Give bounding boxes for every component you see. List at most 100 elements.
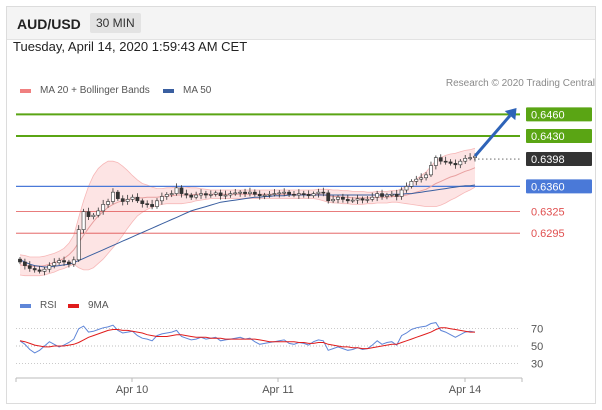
candle-body	[365, 199, 370, 201]
legend-bollinger-label: MA 20 + Bollinger Bands	[40, 85, 150, 96]
candle-body	[218, 192, 223, 197]
candle	[179, 185, 184, 198]
x-tick-label: Apr 10	[116, 384, 148, 396]
level-box-0.6460	[526, 107, 592, 122]
projection-arrowhead	[504, 108, 517, 121]
candle-body	[336, 196, 340, 200]
candle-body	[189, 194, 194, 198]
rsi-grid: 70 50 30	[16, 324, 543, 370]
candle	[355, 194, 360, 204]
candle	[321, 187, 326, 197]
legend-bollinger: MA 20 + Bollinger Bands	[20, 85, 150, 96]
candle	[341, 193, 345, 203]
x-tick-label: Apr 14	[449, 384, 481, 396]
candle	[62, 256, 66, 266]
candle-body	[106, 201, 110, 205]
candle	[257, 190, 262, 200]
candle-body	[71, 259, 76, 265]
candle	[96, 207, 101, 218]
candle	[76, 225, 81, 262]
ma50-line	[19, 184, 476, 268]
candle-body	[101, 204, 106, 212]
candle	[438, 154, 443, 165]
candle	[120, 195, 125, 206]
candle-body	[438, 157, 443, 162]
candle-body	[91, 214, 96, 217]
candle	[22, 258, 27, 270]
candle-body	[76, 229, 81, 261]
timeframe-badge[interactable]: 30 MIN	[90, 13, 141, 33]
candle	[409, 179, 414, 189]
candle-body	[86, 211, 91, 217]
candle	[394, 189, 399, 201]
candle-body	[453, 163, 458, 166]
candle-body	[140, 200, 145, 204]
candle	[453, 159, 458, 169]
candle-body	[184, 193, 189, 196]
candle	[228, 190, 233, 198]
level-box-0.6398	[526, 152, 592, 167]
candle	[311, 191, 316, 198]
level-label-0.6460: 0.6460	[531, 109, 565, 121]
candle	[433, 155, 438, 170]
candle	[115, 190, 120, 201]
legend-rsi: RSI	[20, 300, 57, 311]
candle-body	[159, 196, 164, 202]
candle	[86, 207, 91, 220]
candle-body	[419, 177, 424, 180]
candle-body	[301, 193, 306, 195]
candle	[316, 188, 321, 198]
candlesticks	[18, 153, 477, 276]
candle-body	[257, 194, 262, 197]
candle-body	[375, 193, 380, 198]
candle	[282, 188, 287, 197]
candle	[18, 256, 22, 265]
candle-body	[120, 198, 125, 202]
projection-line	[473, 114, 512, 158]
candle-body	[424, 174, 428, 179]
candle-body	[164, 194, 169, 197]
candle	[345, 194, 350, 204]
candle-body	[385, 194, 389, 197]
candle-body	[277, 192, 282, 195]
moving-averages	[19, 167, 476, 268]
candle-body	[360, 198, 365, 201]
candle-body	[169, 193, 174, 195]
candle	[296, 189, 301, 199]
candle	[233, 188, 238, 196]
candle-body	[296, 193, 301, 196]
candle-body	[292, 194, 296, 196]
candle-body	[463, 158, 468, 162]
candle-body	[355, 198, 360, 201]
candle	[277, 190, 282, 198]
legend-rsi9: 9MA	[68, 300, 109, 311]
rsi-lines	[19, 322, 476, 354]
rsi-tick-70: 70	[531, 324, 543, 336]
candle-body	[404, 186, 409, 191]
candle	[71, 256, 76, 267]
candle-body	[228, 193, 233, 196]
candle	[463, 155, 468, 164]
candle-body	[208, 194, 213, 196]
candle	[424, 172, 428, 181]
candle-body	[282, 191, 287, 194]
candle-body	[238, 191, 243, 194]
rsi-series-9MA	[19, 327, 475, 350]
candle	[37, 266, 42, 274]
candle	[404, 182, 409, 193]
candle	[287, 190, 291, 198]
symbol-title: AUD/USD	[17, 16, 81, 32]
candle-body	[326, 192, 331, 202]
candle	[252, 189, 257, 197]
candle-body	[47, 265, 52, 270]
candle	[365, 196, 370, 203]
candle-body	[399, 189, 404, 197]
candle	[267, 191, 272, 198]
rsi9-swatch	[68, 303, 79, 308]
candle-body	[311, 193, 316, 197]
candle-body	[350, 199, 355, 202]
level-label-0.6295: 0.6295	[531, 228, 565, 240]
candle	[385, 192, 389, 200]
candle-body	[194, 194, 199, 198]
candle	[164, 192, 169, 200]
